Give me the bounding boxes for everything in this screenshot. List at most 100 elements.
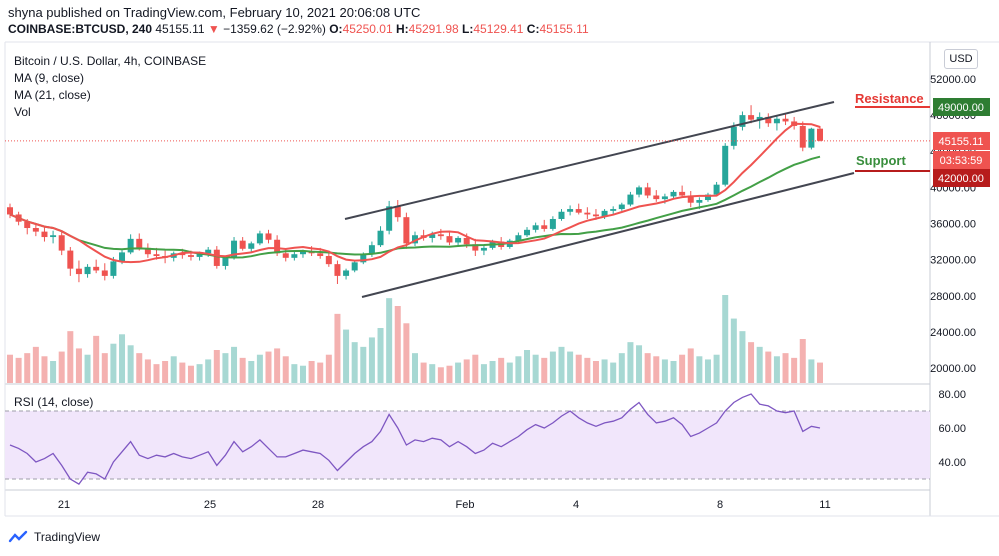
- volume-bar: [661, 359, 668, 383]
- price-tick-label: 32000.00: [930, 255, 976, 267]
- volume-bar: [351, 342, 358, 383]
- volume-bar: [101, 353, 108, 383]
- low-value: 45129.41: [473, 22, 524, 36]
- volume-bar: [679, 354, 686, 383]
- rsi-line: [9, 393, 821, 485]
- volume-bar: [93, 335, 100, 383]
- candle-body: [618, 204, 625, 210]
- volume-bar: [274, 348, 281, 383]
- volume-bar: [489, 361, 496, 383]
- volume-bar: [265, 351, 272, 383]
- candle-body: [558, 211, 565, 219]
- volume-bar: [455, 362, 462, 383]
- candle-body: [670, 191, 677, 197]
- candle-body: [144, 247, 151, 255]
- volume-bar: [110, 343, 117, 383]
- candle-body: [248, 243, 255, 249]
- tradingview-logo[interactable]: TradingView: [8, 530, 100, 544]
- candle-body: [773, 118, 780, 124]
- candle-body: [187, 255, 194, 257]
- price-value-tag: 45155.11: [938, 136, 983, 148]
- volume-bar: [299, 365, 306, 383]
- volume-bar: [394, 306, 401, 383]
- volume-bar: [687, 348, 694, 383]
- volume-bar: [58, 351, 65, 383]
- time-tick-label: 4: [573, 499, 579, 511]
- time-tick-label: Feb: [456, 499, 475, 511]
- candle-body: [75, 268, 82, 275]
- symbol-label: COINBASE:BTCUSD, 240: [8, 22, 153, 36]
- close-label: C:: [526, 22, 540, 36]
- resistance-label: Resistance: [855, 91, 924, 106]
- candle-body: [93, 266, 100, 271]
- candle-body: [127, 238, 134, 253]
- candle-body: [274, 239, 281, 254]
- volume-bar: [412, 353, 418, 383]
- down-arrow-icon: ▼: [207, 22, 220, 36]
- volume-bar: [291, 364, 298, 383]
- currency-button[interactable]: USD: [944, 49, 978, 69]
- candle-body: [213, 249, 220, 266]
- volume-bar: [343, 329, 350, 383]
- upper-channel-line: [344, 101, 835, 220]
- volume-bar: [50, 361, 57, 383]
- candle-body: [239, 240, 246, 249]
- candle-body: [704, 194, 711, 201]
- support-value-tag: 42000.00: [938, 173, 984, 185]
- candle-body: [446, 236, 453, 243]
- ohlc-bar: COINBASE:BTCUSD, 240 45155.11 ▼ −1359.62…: [8, 22, 589, 36]
- volume-bar: [187, 365, 194, 383]
- high-value: 45291.98: [408, 22, 459, 36]
- volume-bar: [644, 353, 651, 383]
- volume-bar: [722, 295, 729, 383]
- high-label: H:: [395, 22, 409, 36]
- volume-bar: [791, 357, 798, 383]
- candle-body: [713, 184, 720, 195]
- candle-body: [549, 218, 556, 229]
- candle-body: [32, 228, 39, 232]
- candle-body: [136, 238, 143, 248]
- candle-body: [265, 233, 272, 240]
- last-price: 45155.11: [155, 22, 205, 36]
- volume-bar: [84, 354, 91, 383]
- price-change: −1359.62 (−2.92%): [223, 22, 326, 36]
- candle-body: [196, 253, 203, 257]
- rsi-tick-label: 40.00: [938, 457, 966, 469]
- tradingview-icon: [8, 530, 28, 543]
- candle-body: [584, 212, 591, 215]
- candle-body: [101, 270, 108, 276]
- candle-body: [343, 270, 350, 276]
- ma21-line: [9, 155, 821, 259]
- price-tick-label: 28000.00: [930, 291, 976, 303]
- volume-bar: [601, 359, 608, 383]
- candle-body: [437, 234, 444, 237]
- volume-bar: [360, 346, 367, 383]
- candle-body: [610, 209, 617, 211]
- volume-bar: [282, 356, 289, 383]
- candle-body: [429, 234, 436, 238]
- candle-body: [532, 225, 539, 230]
- volume-bar: [67, 331, 74, 383]
- volume-bar: [549, 351, 556, 383]
- volume-bar: [24, 353, 31, 383]
- rsi-tick-label: 80.00: [938, 389, 966, 401]
- candle-body: [817, 128, 823, 141]
- time-tick-label: 28: [312, 499, 324, 511]
- volume-bar: [524, 350, 531, 383]
- candle-body: [84, 266, 91, 275]
- ma9-line: [9, 122, 821, 264]
- candle-body: [644, 187, 651, 196]
- volume-bar: [636, 345, 643, 383]
- volume-bar: [472, 354, 479, 383]
- candle-body: [480, 247, 487, 251]
- volume-bar: [317, 362, 324, 383]
- volume-bar: [368, 337, 375, 383]
- candle-body: [317, 253, 324, 257]
- volume-bar: [730, 318, 737, 383]
- volume-bar: [144, 359, 151, 383]
- volume-bar: [248, 361, 255, 383]
- candle-body: [782, 118, 789, 122]
- branding-text: TradingView: [34, 530, 101, 544]
- volume-bar: [670, 361, 677, 383]
